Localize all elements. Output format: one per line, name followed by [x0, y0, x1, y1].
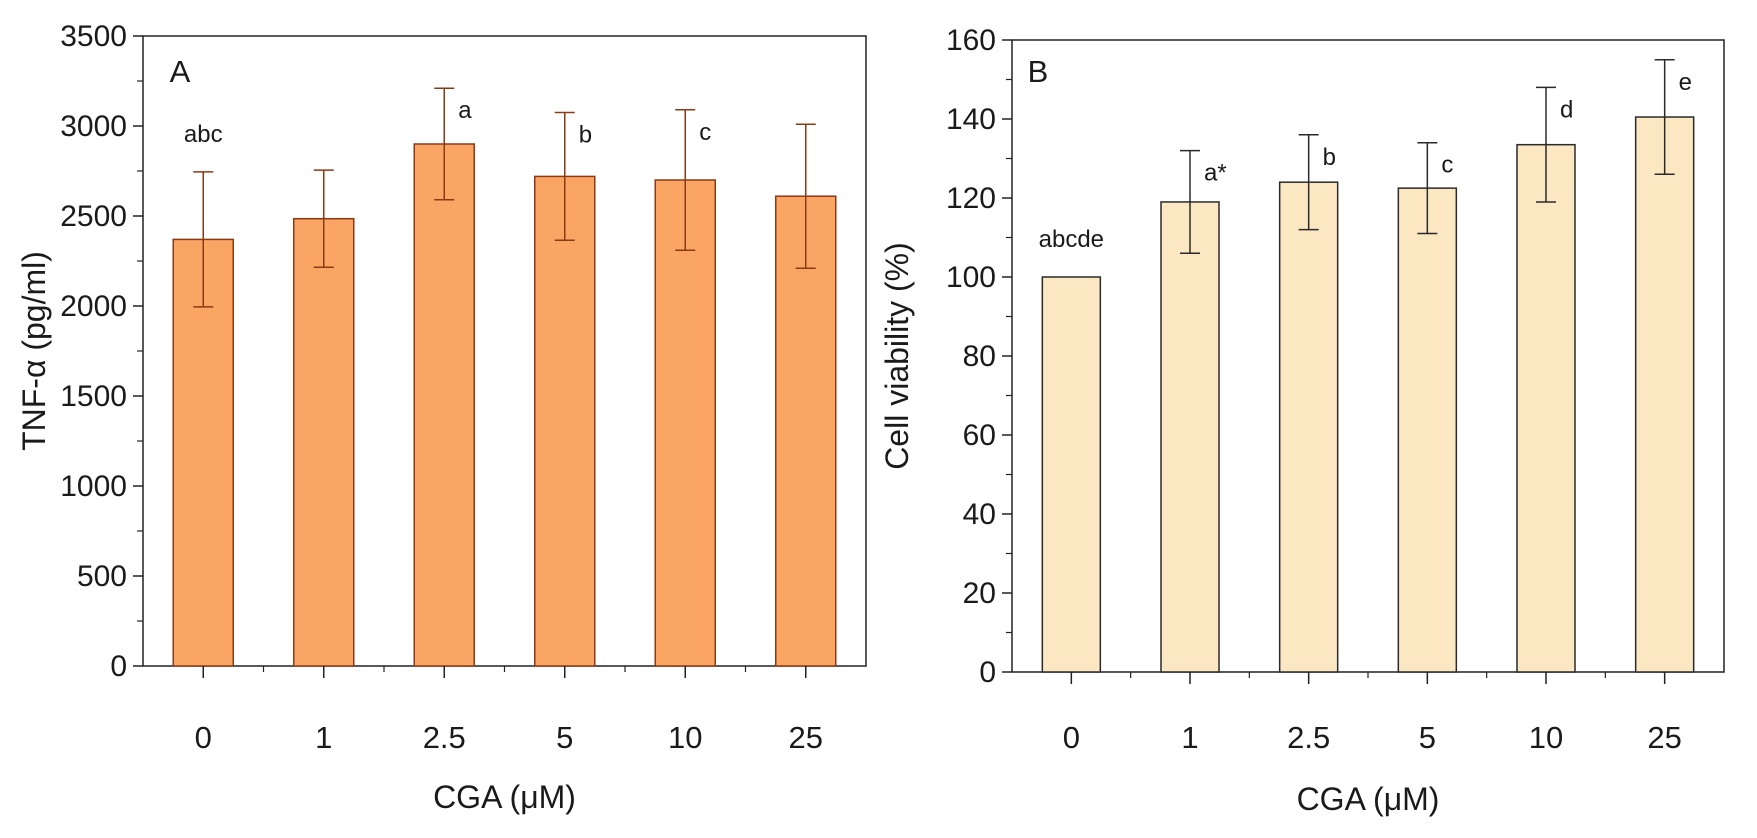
y-tick-label: 140	[946, 103, 996, 136]
y-tick-label: 120	[946, 182, 996, 215]
panel-a: 0 500 1000 1500 2000 2500 3000 3500 abc 0 1 a 2.5 b 5 c…	[16, 20, 867, 815]
plot-frame	[142, 35, 867, 667]
bar	[1278, 181, 1339, 673]
data-annotation: d	[1560, 96, 1573, 123]
plot-frame	[1011, 39, 1725, 673]
bar	[1516, 143, 1576, 673]
y-axis-title: Cell viability (%)	[879, 242, 915, 470]
x-tick-label: 10	[668, 720, 702, 755]
y-axis-title: TNF-α (pg/ml)	[16, 251, 52, 451]
data-annotation: a*	[1204, 160, 1227, 187]
x-tick-label: 25	[789, 720, 823, 755]
y-tick-label: 3500	[60, 20, 127, 53]
bar	[654, 179, 716, 667]
data-annotation: e	[1679, 69, 1692, 96]
y-tick-label: 60	[963, 419, 996, 452]
x-tick-label: 5	[1419, 720, 1436, 755]
x-axis-title: CGA (μM)	[1297, 781, 1440, 817]
panel-letter: A	[170, 54, 191, 89]
y-tick-label: 20	[963, 577, 996, 610]
bar	[172, 238, 234, 667]
x-axis-title: CGA (μM)	[433, 779, 576, 815]
y-tick-label: 2500	[60, 200, 127, 233]
y-tick-label: 0	[979, 656, 996, 689]
data-annotation: c	[699, 119, 711, 146]
y-tick-label: 1000	[60, 470, 127, 503]
data-annotation: a	[458, 97, 472, 124]
y-tick-label: 500	[77, 560, 127, 593]
y-tick-label: 1500	[60, 380, 127, 413]
panel-b: 0 20 40 60 80 100 120 140 160 abcde 0 a* 1 b 2.5 c 5 d 10 e…	[879, 24, 1725, 817]
data-annotation: c	[1441, 152, 1453, 179]
bar	[1041, 276, 1102, 673]
x-tick-label: 0	[195, 720, 212, 755]
bar	[413, 143, 475, 667]
bar	[1160, 201, 1220, 673]
y-tick-label: 160	[946, 24, 996, 57]
data-annotation: b	[579, 122, 592, 149]
y-tick-label: 2000	[60, 290, 127, 323]
bar	[1634, 116, 1695, 673]
panel-letter: B	[1028, 54, 1049, 89]
y-tick-label: 80	[963, 340, 996, 373]
bar	[775, 195, 837, 667]
x-tick-label: 2.5	[423, 720, 466, 755]
x-tick-label: 1	[1181, 720, 1198, 755]
x-tick-label: 1	[315, 720, 332, 755]
data-annotation: b	[1323, 144, 1336, 171]
x-tick-label: 2.5	[1287, 720, 1330, 755]
y-tick-label: 40	[963, 498, 996, 531]
x-tick-label: 25	[1647, 720, 1681, 755]
x-tick-label: 0	[1063, 720, 1080, 755]
bar	[293, 217, 355, 667]
x-tick-label: 5	[556, 720, 573, 755]
bar	[534, 175, 596, 667]
data-annotation: abc	[184, 121, 223, 148]
y-tick-label: 100	[946, 261, 996, 294]
x-tick-label: 10	[1529, 720, 1563, 755]
bar	[1397, 187, 1458, 673]
y-tick-label: 0	[110, 650, 127, 683]
y-tick-label: 3000	[60, 110, 127, 143]
data-annotation: abcde	[1039, 226, 1104, 253]
